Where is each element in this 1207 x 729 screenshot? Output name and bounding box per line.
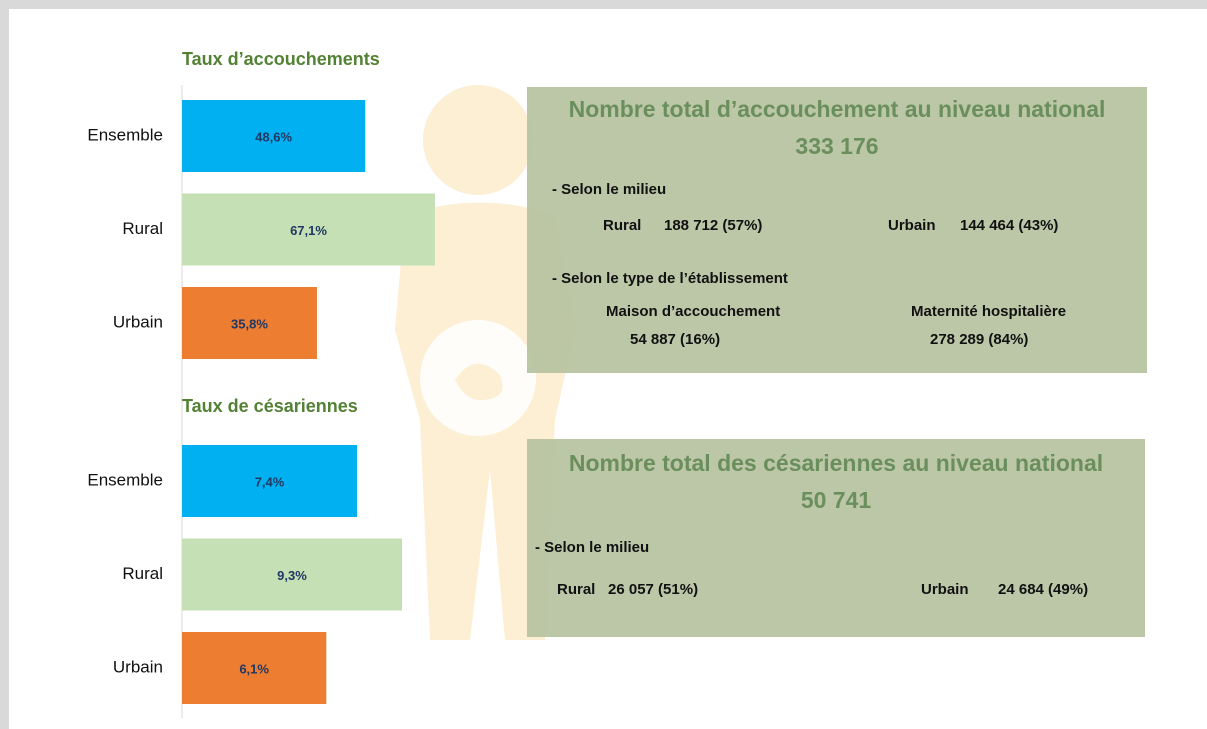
item-label: Rural [603, 217, 641, 234]
item-label: Rural [557, 581, 595, 598]
section-heading: - Selon le milieu [535, 539, 649, 556]
item-value: 144 464 (43%) [960, 217, 1058, 234]
value-label: 7,4% [255, 474, 285, 489]
item-label: Urbain [921, 581, 969, 598]
value-label: 6,1% [239, 661, 269, 676]
chart-title: Taux d’accouchements [182, 49, 380, 69]
section-heading: - Selon le type de l’établissement [552, 270, 788, 287]
value-label: 67,1% [290, 223, 327, 238]
category-label: Ensemble [87, 470, 163, 489]
item-value: 24 684 (49%) [998, 581, 1088, 598]
category-label: Ensemble [87, 125, 163, 144]
item-label: Urbain [888, 217, 936, 234]
box-total: 333 176 [795, 133, 878, 159]
box-title: Nombre total des césariennes au niveau n… [569, 450, 1103, 476]
category-label: Urbain [113, 312, 163, 331]
box-total: 50 741 [801, 487, 872, 513]
item-value: 278 289 (84%) [930, 331, 1028, 348]
section-heading: - Selon le milieu [552, 181, 666, 198]
item-value: 54 887 (16%) [630, 331, 720, 348]
item-value: 26 057 (51%) [608, 581, 698, 598]
box-title: Nombre total d’accouchement au niveau na… [569, 96, 1106, 122]
category-label: Rural [122, 564, 163, 583]
infographic: Nombre total d’accouchement au niveau na… [0, 0, 1207, 729]
value-label: 48,6% [255, 129, 292, 144]
chart-title: Taux de césariennes [182, 396, 358, 416]
item-value: 188 712 (57%) [664, 217, 762, 234]
item-label: Maison d’accouchement [606, 303, 780, 320]
item-label: Maternité hospitalière [911, 303, 1066, 320]
category-label: Urbain [113, 657, 163, 676]
value-label: 9,3% [277, 568, 307, 583]
category-label: Rural [122, 219, 163, 238]
value-label: 35,8% [231, 316, 268, 331]
